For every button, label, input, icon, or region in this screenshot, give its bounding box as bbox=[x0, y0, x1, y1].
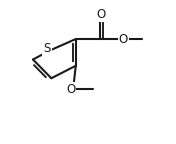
Text: S: S bbox=[43, 42, 51, 55]
Text: O: O bbox=[96, 8, 105, 21]
Text: O: O bbox=[119, 33, 128, 46]
Text: O: O bbox=[66, 83, 75, 96]
